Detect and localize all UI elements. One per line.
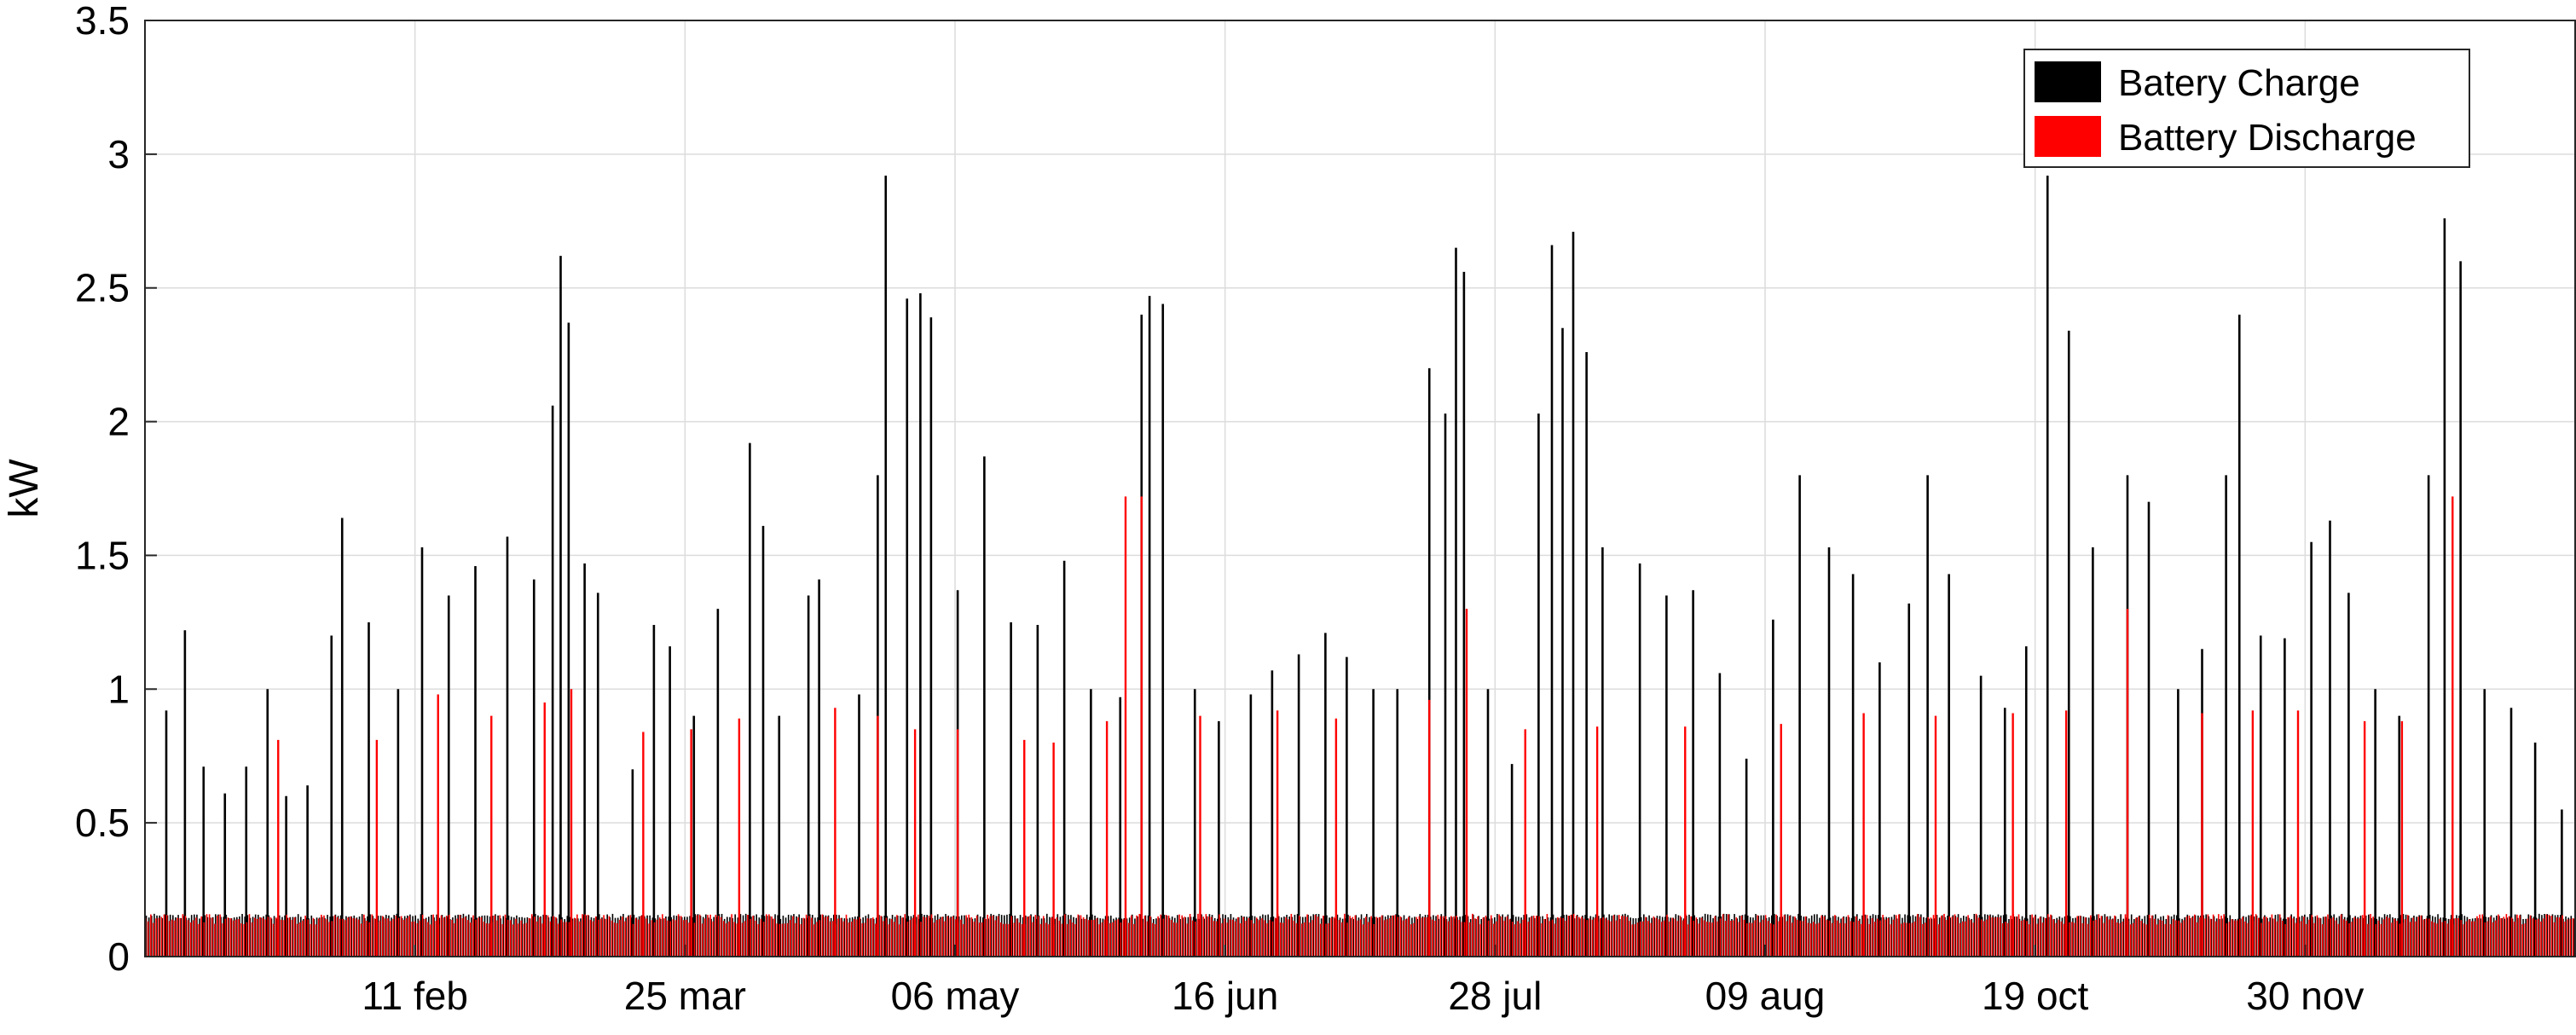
x-tick-label: 28 jul <box>1448 974 1542 1018</box>
y-tick-label: 3.5 <box>75 0 130 43</box>
x-tick-label: 30 nov <box>2246 974 2364 1018</box>
y-tick-label: 0 <box>107 934 130 979</box>
legend-swatch-discharge <box>2035 116 2101 157</box>
x-tick-label: 19 oct <box>1982 974 2089 1018</box>
series-batery-charge <box>145 175 2575 957</box>
legend-label-discharge: Battery Discharge <box>2118 117 2417 159</box>
x-tick-label: 06 may <box>891 974 1020 1018</box>
gridlines <box>145 20 2575 957</box>
plot-background <box>145 20 2575 957</box>
x-tick-label: 09 aug <box>1705 974 1826 1018</box>
x-tick-label: 16 jun <box>1172 974 1278 1018</box>
series-battery-discharge <box>144 496 2574 957</box>
y-tick-label: 1 <box>107 667 130 711</box>
y-tick-label: 0.5 <box>75 801 130 845</box>
y-tick-label: 3 <box>107 132 130 176</box>
y-tick-label: 1.5 <box>75 533 130 577</box>
x-tick-label: 11 feb <box>362 974 467 1018</box>
legend-label-charge: Batery Charge <box>2118 62 2360 104</box>
y-tick-label: 2.5 <box>75 266 130 310</box>
legend: Batery Charge Battery Discharge <box>2023 49 2470 168</box>
legend-swatch-charge <box>2035 61 2101 102</box>
x-tick-label: 25 mar <box>624 974 746 1018</box>
y-axis-ticks: 0 0.5 1 1.5 2 2.5 3 3.5 <box>75 0 157 979</box>
y-tick-label: 2 <box>107 400 130 444</box>
plot-border <box>144 20 2576 957</box>
y-axis-label: kW <box>2 459 47 518</box>
x-axis-ticks: 11 feb 25 mar 06 may 16 jun 28 jul 09 aug 19 o… <box>362 945 2364 1018</box>
chart-marks <box>144 175 2575 957</box>
